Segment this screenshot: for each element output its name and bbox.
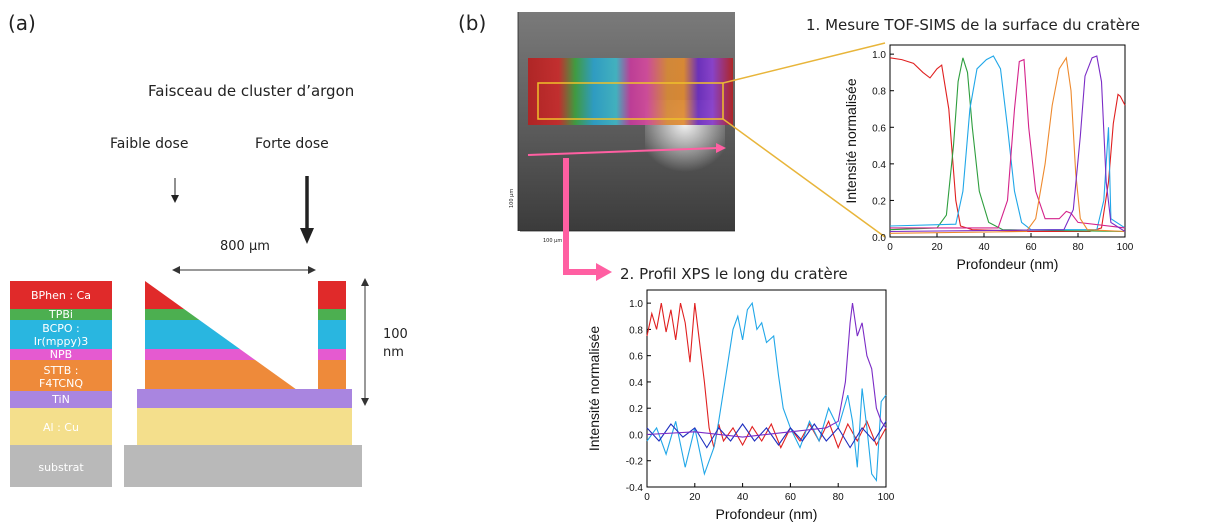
xps-y-tick-label: 0.0 xyxy=(629,430,643,441)
layer-substrat xyxy=(10,445,112,487)
image-scale-x: 100 µm xyxy=(543,238,562,244)
layer-bphen-ca xyxy=(10,281,112,309)
tof-sims-y-tick-label: 0.0 xyxy=(872,233,886,244)
depth-dimension-arrow xyxy=(361,278,369,406)
layer-npb xyxy=(10,349,112,360)
tof-sims-x-tick-label: 0 xyxy=(887,242,893,253)
low-dose-label: Faible dose xyxy=(110,136,188,152)
xps-pointer-arrow xyxy=(563,158,612,281)
tof-sims-y-tick-label: 1.0 xyxy=(872,50,886,61)
zoom-line-top xyxy=(722,42,886,84)
xps-series-line-3 xyxy=(646,421,887,449)
low-dose-arrow xyxy=(171,178,179,203)
xps-x-tick-label: 60 xyxy=(785,492,797,503)
xps-y-tick-label: 0.2 xyxy=(629,404,643,415)
panel-a-label: (a) xyxy=(8,11,36,35)
xps-x-tick-label: 20 xyxy=(689,492,701,503)
xps-y-tick-label: 0.8 xyxy=(629,325,643,336)
layer-tin xyxy=(10,391,112,408)
xps-x-tick-label: 100 xyxy=(878,492,895,503)
xps-x-axis-label: Profondeur (nm) xyxy=(716,506,818,522)
layer-label-f4tcnq: F4TCNQ xyxy=(39,377,83,390)
layer-label-substrat: substrat xyxy=(38,461,84,474)
xps-y-tick-label: -0.4 xyxy=(626,483,644,494)
tof-sims-plot-frame xyxy=(889,44,1126,238)
tof-sims-series-line-5 xyxy=(889,56,1126,234)
tof-sims-series-line-4 xyxy=(890,58,1126,229)
xps-chart: 0 20 40 60 80 100 -0.4 -0.2 0.0 0.2 0.4 0.6 0.8 1.0 Pr… xyxy=(586,289,895,522)
tof-sims-title: 1. Mesure TOF-SIMS de la surface du crat… xyxy=(806,16,1140,34)
xps-y-tick-label: 0.6 xyxy=(629,352,643,363)
xps-plot-frame xyxy=(646,289,887,488)
tof-sims-x-tick-label: 100 xyxy=(1117,242,1134,253)
image-scale-y: 100 µm xyxy=(509,189,515,208)
xps-y-tick-label: 0.4 xyxy=(629,378,643,389)
tof-sims-chart: 0 20 40 60 80 100 0.0 0.2 0.4 0.6 0.8 1.0 Profondeur… xyxy=(843,44,1134,272)
tof-sims-y-tick-label: 0.8 xyxy=(872,87,886,98)
depth-label-unit: nm xyxy=(383,345,404,360)
xps-series-line-2 xyxy=(646,301,887,482)
layer-label-tin: TiN xyxy=(51,393,70,406)
panel-b-label: (b) xyxy=(458,11,486,35)
layer-tpbi xyxy=(10,309,112,320)
width-dimension-arrow xyxy=(172,266,316,274)
xps-y-tick-label: -0.2 xyxy=(626,457,644,468)
tof-sims-y-axis-label: Intensité normalisée xyxy=(843,78,859,204)
tof-sims-x-tick-label: 20 xyxy=(931,242,943,253)
high-dose-label: Forte dose xyxy=(255,136,329,152)
tof-sims-y-tick-label: 0.6 xyxy=(872,123,886,134)
tof-sims-y-tick-label: 0.4 xyxy=(872,160,886,171)
width-label: 800 µm xyxy=(220,239,270,254)
layer-alcu xyxy=(10,408,112,445)
xps-y-tick-label: 1.0 xyxy=(629,299,643,310)
sem-tof-sims-image: 100 µm 100 µm xyxy=(509,12,735,244)
xps-x-tick-label: 40 xyxy=(737,492,749,503)
layer-label-sttb: STTB : xyxy=(44,364,79,377)
xps-series-line-4 xyxy=(646,303,887,438)
layer-label-irmppy: Ir(mppy)3 xyxy=(34,335,89,348)
zoom-line-bottom xyxy=(722,118,886,238)
layer-label-npb: NPB xyxy=(50,348,72,361)
tof-sims-series-line-1 xyxy=(889,57,1126,233)
tof-sims-x-axis-label: Profondeur (nm) xyxy=(957,256,1059,272)
layer-label-bphen: BPhen : Ca xyxy=(31,289,91,302)
depth-label-value: 100 xyxy=(383,327,408,342)
tof-sims-series-line-2 xyxy=(889,57,1126,233)
tof-sims-series-line-3 xyxy=(889,55,1126,231)
tof-sims-y-tick-label: 0.2 xyxy=(872,196,886,207)
xps-y-axis-label: Intensité normalisée xyxy=(586,326,602,452)
xps-x-tick-label: 0 xyxy=(644,492,650,503)
tof-sims-series-line-6 xyxy=(889,55,1126,233)
layer-label-bcpo: BCPO : xyxy=(42,322,80,335)
high-dose-arrow xyxy=(300,176,314,244)
layer-stack-reference: BPhen : Ca TPBi BCPO : Ir(mppy)3 NPB STT… xyxy=(10,281,112,487)
layer-sttb xyxy=(10,360,112,391)
tof-sims-x-tick-label: 60 xyxy=(1025,242,1037,253)
xps-series-line-1 xyxy=(646,302,887,450)
layer-label-alcu: Al : Cu xyxy=(43,421,79,434)
crater-stack xyxy=(124,281,362,487)
xps-x-tick-label: 80 xyxy=(833,492,845,503)
layer-bcpo xyxy=(10,320,112,349)
xps-title: 2. Profil XPS le long du cratère xyxy=(620,265,848,283)
layer-label-tpbi: TPBi xyxy=(48,308,73,321)
beam-title: Faisceau de cluster d’argon xyxy=(148,82,354,100)
tof-sims-x-tick-label: 80 xyxy=(1072,242,1084,253)
tof-sims-x-tick-label: 40 xyxy=(978,242,990,253)
analysis-area-box xyxy=(537,82,724,120)
